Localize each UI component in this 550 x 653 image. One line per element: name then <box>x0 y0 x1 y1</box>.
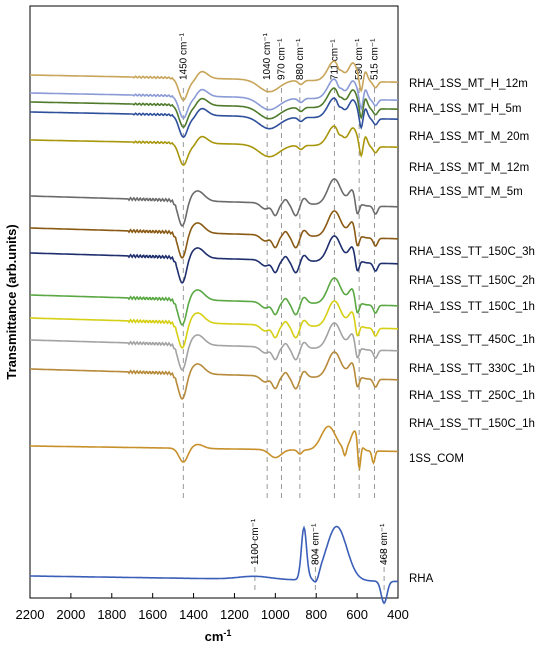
x-tick-label-6: 1200 <box>220 607 249 622</box>
peak-annotations: 1450 cm⁻¹ 1040 cm⁻¹ 970 cm⁻¹ 880 cm⁻¹ 711 cm… <box>178 32 390 592</box>
x-axis-ticks: 2200 2000 1800 1600 1400 1200 1000 800 600 400 <box>16 593 409 622</box>
series-line-9 <box>30 277 398 326</box>
peak-label-4: 880 cm⁻¹ <box>295 38 306 80</box>
x-tick-label-2: 2000 <box>56 607 85 622</box>
peak-label-1: 1450 cm⁻¹ <box>178 32 189 80</box>
series-line-7 <box>30 210 398 259</box>
series-line-3 <box>30 87 398 128</box>
x-axis-unit: cm <box>205 629 224 644</box>
series-label-11: RHA_1SS_TT_250C_1h <box>409 390 535 402</box>
series-label-7: RHA_1SS_TT_150C_2h <box>409 275 535 287</box>
series-label-3: RHA_1SS_MT_M_20m <box>409 131 529 143</box>
x-tick-label-7: 1000 <box>261 607 290 622</box>
plot-frame <box>29 5 399 599</box>
series-line-10 <box>30 300 398 349</box>
x-tick-label-4: 1600 <box>138 607 167 622</box>
spectra-series <box>30 60 398 605</box>
series-label-1: RHA_1SS_MT_H_12m <box>409 78 528 90</box>
x-tick-label-5: 1400 <box>179 607 208 622</box>
series-label-8: RHA_1SS_TT_150C_1h <box>409 301 535 313</box>
series-line-2 <box>30 78 398 119</box>
series-label-10: RHA_1SS_TT_330C_1h <box>409 363 535 375</box>
x-tick-label-1: 2200 <box>16 607 45 622</box>
x-tick-label-8: 800 <box>305 607 327 622</box>
peak-label-9: 804 cm⁻¹ <box>310 523 321 565</box>
series-label-5: RHA_1SS_MT_M_5m <box>409 186 523 198</box>
peak-label-10: 468 cm⁻¹ <box>379 523 390 565</box>
peak-label-8: 1100 cm⁻¹ <box>250 518 261 565</box>
series-labels: RHA_1SS_MT_H_12m RHA_1SS_MT_H_5m RHA_1SS_M… <box>409 78 535 585</box>
series-line-14 <box>30 525 398 605</box>
series-line-1 <box>30 60 398 101</box>
series-line-11 <box>30 322 398 371</box>
series-label-2: RHA_1SS_MT_H_5m <box>409 103 521 115</box>
x-axis-title: cm-1 <box>205 628 232 644</box>
peak-label-7: 515 cm⁻¹ <box>369 38 380 80</box>
x-axis-unit-exponent: -1 <box>223 628 231 638</box>
series-line-8 <box>30 235 398 284</box>
series-line-6 <box>30 178 398 227</box>
series-label-9: RHA_1SS_TT_450C_1h <box>409 334 535 346</box>
peak-label-5: 711 cm⁻¹ <box>329 39 340 80</box>
series-line-5 <box>30 125 398 166</box>
x-tick-label-3: 1800 <box>97 607 126 622</box>
series-label-4: RHA_1SS_MT_M_12m <box>409 162 529 174</box>
series-line-13 <box>30 425 398 472</box>
series-label-12: RHA_1SS_TT_150C_1h <box>409 418 535 430</box>
peak-label-6: 590 cm⁻¹ <box>354 38 365 80</box>
y-axis-title: Transmittance (arb.units) <box>4 224 19 379</box>
peak-label-2: 1040 cm⁻¹ <box>262 32 273 80</box>
series-label-14: RHA <box>409 573 434 585</box>
peak-label-3: 970 cm⁻¹ <box>276 38 287 80</box>
series-label-6: RHA_1SS_TT_150C_3h <box>409 246 535 258</box>
series-line-4 <box>30 97 398 138</box>
series-label-13: 1SS_COM <box>409 453 464 465</box>
x-tick-label-9: 600 <box>346 607 368 622</box>
series-line-12 <box>30 351 398 400</box>
x-tick-label-10: 400 <box>387 607 409 622</box>
